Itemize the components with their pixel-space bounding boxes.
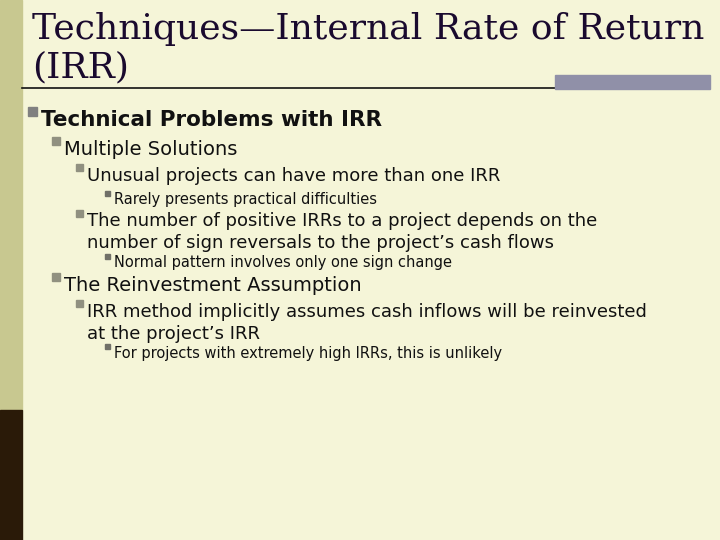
Bar xyxy=(52,273,60,281)
Bar xyxy=(52,137,60,145)
Text: Normal pattern involves only one sign change: Normal pattern involves only one sign ch… xyxy=(114,255,452,271)
Bar xyxy=(105,191,110,195)
Text: Technical Problems with IRR: Technical Problems with IRR xyxy=(41,110,382,130)
Text: IRR method implicitly assumes cash inflows will be reinvested
at the project’s I: IRR method implicitly assumes cash inflo… xyxy=(87,302,647,343)
Text: (IRR): (IRR) xyxy=(32,50,129,84)
Bar xyxy=(28,106,37,116)
Text: Techniques—Internal Rate of Return: Techniques—Internal Rate of Return xyxy=(32,12,704,46)
Text: The number of positive IRRs to a project depends on the
number of sign reversals: The number of positive IRRs to a project… xyxy=(87,212,598,253)
Bar xyxy=(105,344,110,349)
Bar xyxy=(76,210,83,217)
Text: Multiple Solutions: Multiple Solutions xyxy=(64,140,238,159)
Text: The Reinvestment Assumption: The Reinvestment Assumption xyxy=(64,275,361,295)
Bar xyxy=(76,300,83,307)
Bar xyxy=(0,410,22,540)
Text: Unusual projects can have more than one IRR: Unusual projects can have more than one … xyxy=(87,167,500,185)
Bar xyxy=(76,165,83,171)
Bar xyxy=(105,254,110,259)
Text: For projects with extremely high IRRs, this is unlikely: For projects with extremely high IRRs, t… xyxy=(114,346,502,361)
Text: Rarely presents practical difficulties: Rarely presents practical difficulties xyxy=(114,192,377,207)
Bar xyxy=(0,0,22,410)
Bar xyxy=(555,75,710,89)
